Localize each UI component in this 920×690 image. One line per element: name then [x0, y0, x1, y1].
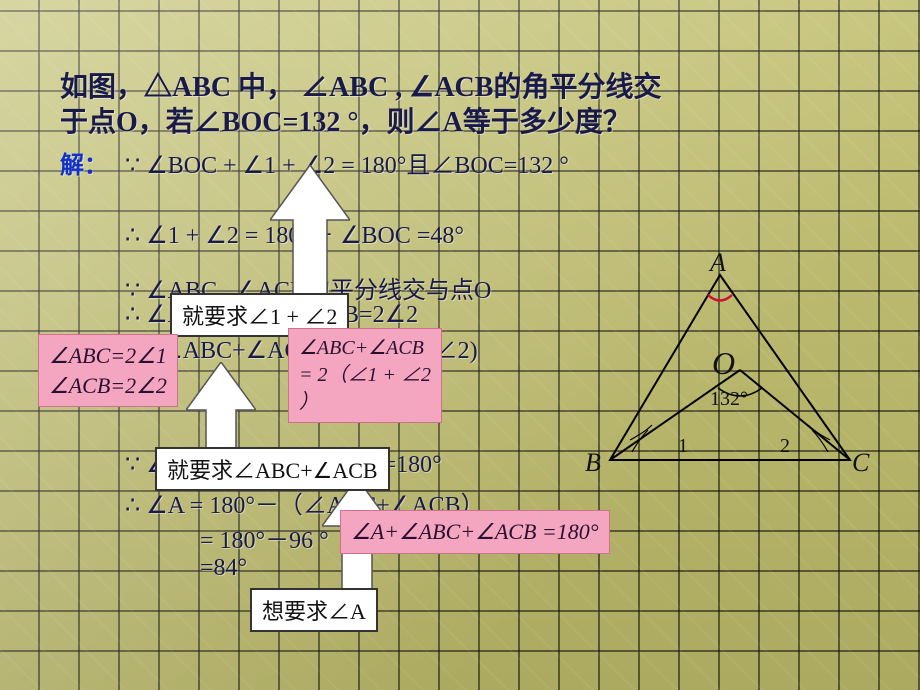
label-angle-1: 1	[678, 435, 688, 458]
label-B: B	[585, 448, 601, 478]
triangle-figure: A B C O 132° 1 2	[590, 260, 870, 490]
callout-sum-2x: ∠ABC+∠ACB = 2（∠1 + ∠2 ）	[288, 328, 442, 423]
label-132: 132°	[710, 388, 748, 411]
step-7c: =84°	[200, 555, 247, 582]
callout-want-A: 想要求∠A	[250, 588, 378, 632]
arrow-up-1	[270, 165, 350, 305]
problem-line1: 如图，△ABC 中， ∠ABC , ∠ACB的角平分线交	[60, 65, 661, 105]
slide-content: 如图，△ABC 中， ∠ABC , ∠ACB的角平分线交 于点O，若∠BOC=1…	[0, 0, 920, 690]
callout-abc-2x: ∠ABC=2∠1 ∠ACB=2∠2	[38, 334, 178, 407]
label-O: O	[712, 345, 735, 382]
callout-want-abc-acb: 就要求∠ABC+∠ACB	[155, 447, 390, 491]
step-7b: = 180°－96 °	[200, 520, 329, 555]
problem-line2: 于点O，若∠BOC=132 °，则∠A等于多少度？	[60, 100, 631, 140]
label-angle-2: 2	[780, 435, 790, 458]
callout-a-180: ∠A+∠ABC+∠ACB =180°	[340, 510, 610, 554]
solution-label: 解：	[60, 145, 108, 180]
label-A: A	[710, 248, 726, 278]
label-C: C	[852, 448, 869, 478]
